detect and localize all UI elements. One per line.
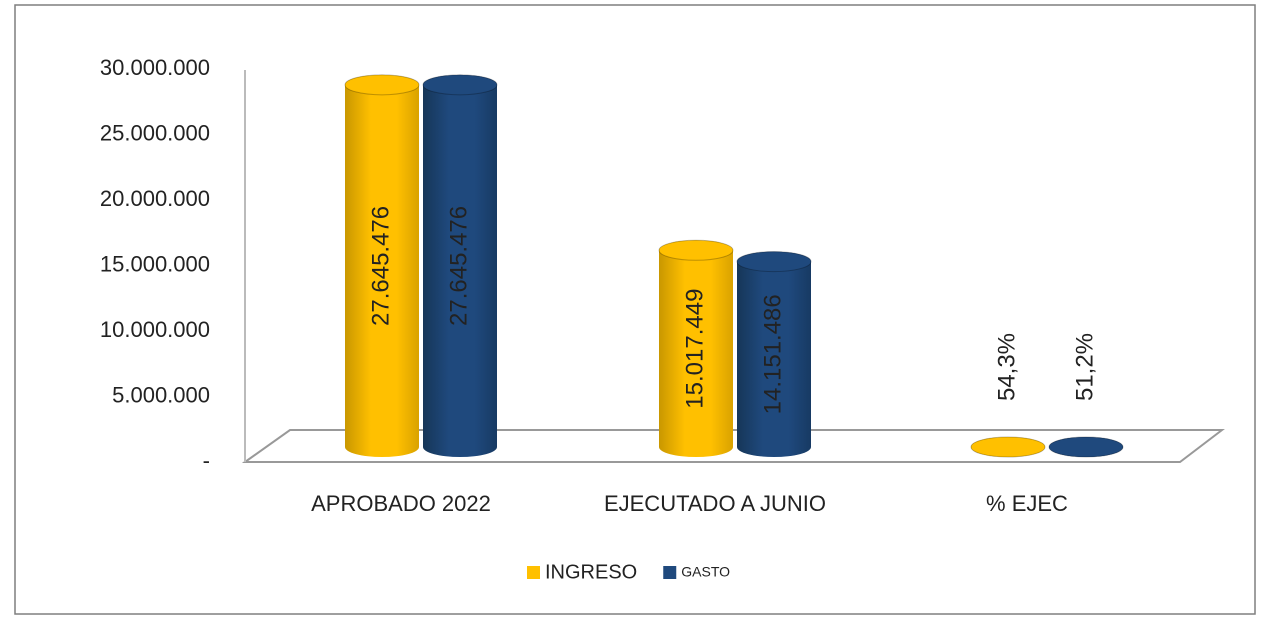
cylinder-top bbox=[1048, 436, 1124, 458]
y-tick-label: 20.000.000 bbox=[100, 186, 210, 211]
value-label: 15.017.449 bbox=[681, 289, 708, 409]
y-tick-label: 15.000.000 bbox=[100, 251, 210, 276]
cylinder bbox=[423, 74, 497, 457]
x-tick-label: % EJEC bbox=[986, 491, 1068, 516]
y-tick-label: 10.000.000 bbox=[100, 317, 210, 342]
x-tick-label: EJECUTADO A JUNIO bbox=[604, 491, 826, 516]
legend-label: GASTO bbox=[681, 564, 730, 580]
cylinder-top bbox=[658, 239, 734, 261]
legend-swatch bbox=[663, 566, 677, 579]
x-tick-label: APROBADO 2022 bbox=[311, 491, 491, 516]
cylinder-top bbox=[970, 436, 1046, 458]
cylinder bbox=[737, 251, 811, 457]
cylinder-top bbox=[736, 251, 812, 273]
value-label: 27.645.476 bbox=[445, 206, 472, 326]
legend-swatch bbox=[527, 566, 540, 579]
cylinder-top bbox=[422, 74, 498, 96]
value-label: 27.645.476 bbox=[367, 206, 394, 326]
y-tick-label: 30.000.000 bbox=[100, 55, 210, 80]
cylinder bbox=[659, 240, 733, 457]
value-label: 14.151.486 bbox=[759, 294, 786, 414]
cylinder-top bbox=[344, 74, 420, 96]
y-tick-label: - bbox=[203, 448, 210, 473]
y-tick-label: 25.000.000 bbox=[100, 120, 210, 145]
legend-label: INGRESO bbox=[545, 561, 637, 583]
value-label: 54,3% bbox=[993, 333, 1020, 401]
y-tick-label: 5.000.000 bbox=[112, 382, 210, 407]
value-label: 51,2% bbox=[1071, 333, 1098, 401]
cylinder bbox=[345, 74, 419, 457]
frame bbox=[14, 4, 1256, 615]
